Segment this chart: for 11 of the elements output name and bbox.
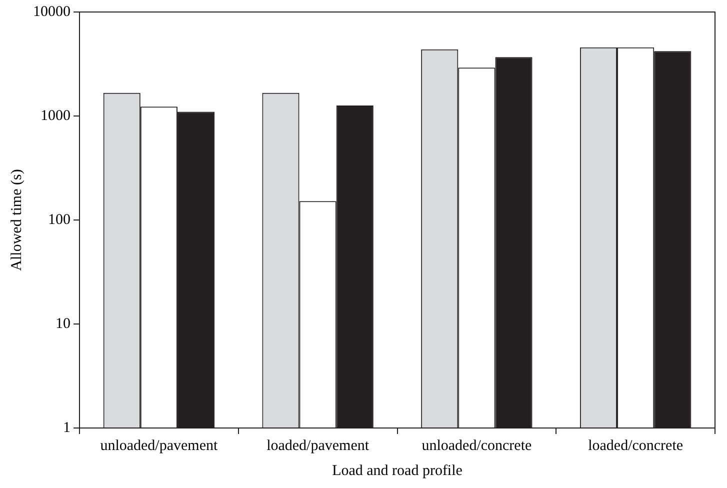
x-axis-title: Load and road profile (332, 462, 463, 479)
y-tick-label: 1000 (40, 108, 70, 124)
y-tick-label: 100 (48, 212, 70, 228)
y-axis-title: Allowed time (s) (8, 169, 25, 271)
x-tick-label: unloaded/concrete (422, 438, 532, 454)
y-tick-label: 10 (56, 316, 70, 332)
x-tick-label: loaded/pavement (266, 438, 370, 454)
x-tick-label: unloaded/pavement (100, 438, 218, 454)
y-tick-label: 1 (63, 420, 70, 436)
x-tick-label: loaded/concrete (588, 438, 684, 454)
y-tick-label: 10000 (33, 4, 70, 20)
